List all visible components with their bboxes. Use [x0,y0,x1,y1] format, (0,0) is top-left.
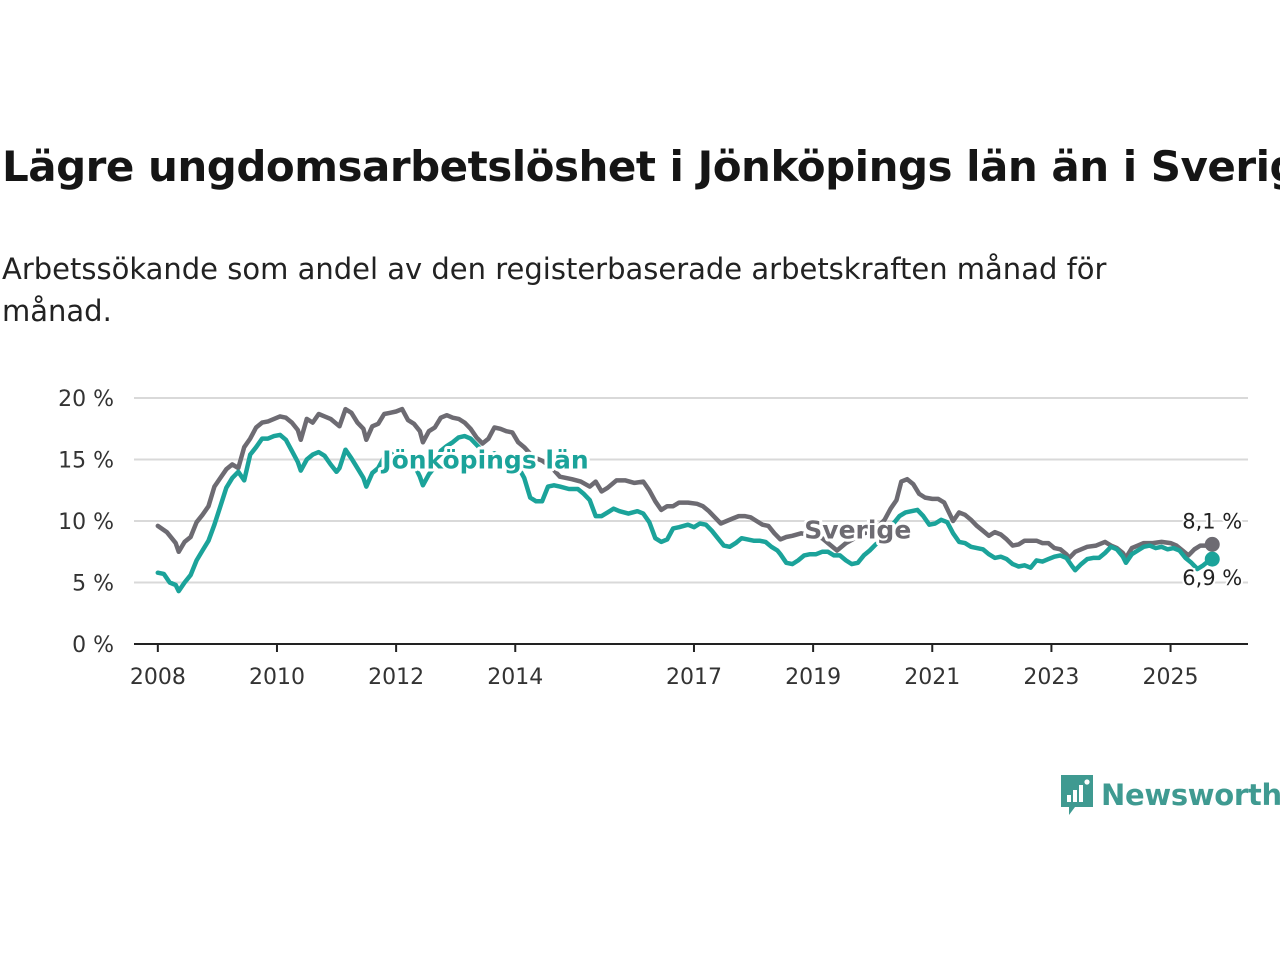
brand-logo: Newsworthy [1059,773,1280,817]
x-tick-label: 2023 [1023,665,1079,690]
x-axis: 2008 2010 2012 2014 2017 2019 2021 2023 2025 [130,643,1248,690]
y-tick-label: 10 % [58,510,114,535]
line-chart: 0 %5 %10 %15 %20 % 2008 2010 2012 2014 2017 2… [58,387,1248,690]
series-label-sverige: Sverige [804,516,911,545]
x-tick-label: 2014 [487,665,543,690]
end-marker-jonkoping [1204,551,1220,567]
x-tick-label: 2017 [666,665,722,690]
x-tick-label: 2008 [130,665,186,690]
series-layer [155,406,1220,594]
y-tick-label: 15 % [58,449,114,474]
end-value-label-sverige: 8,1 % [1182,509,1242,533]
x-tick-label: 2021 [904,665,960,690]
series-line-jonkoping [155,432,1215,594]
y-tick-label: 0 % [72,633,114,658]
x-tick-label: 2010 [249,665,305,690]
newsworthy-logo-icon [1061,775,1093,815]
chart-subtitle: Arbetssökande som andel av den registerb… [2,252,1107,328]
series-label-jonkoping: Jönköpings län [380,446,588,475]
y-tick-label: 5 % [72,572,114,597]
y-tick-label: 20 % [58,387,114,412]
x-tick-label: 2019 [785,665,841,690]
chart-title: Lägre ungdomsarbetslöshet i Jönköpings l… [2,142,1280,191]
grid-layer [134,397,1248,584]
series-line-sverige [155,406,1215,561]
x-tick-label: 2012 [368,665,424,690]
end-marker-sverige [1204,536,1220,552]
x-tick-label: 2025 [1143,665,1199,690]
annotation-layer: Jönköpings län Sverige 8,1 % 6,9 % [377,443,1244,593]
brand-name: Newsworthy [1101,778,1280,812]
end-value-label-jonkoping: 6,9 % [1182,566,1242,590]
y-axis: 0 % 5 % 10 % 15 % 20 % [58,387,114,658]
